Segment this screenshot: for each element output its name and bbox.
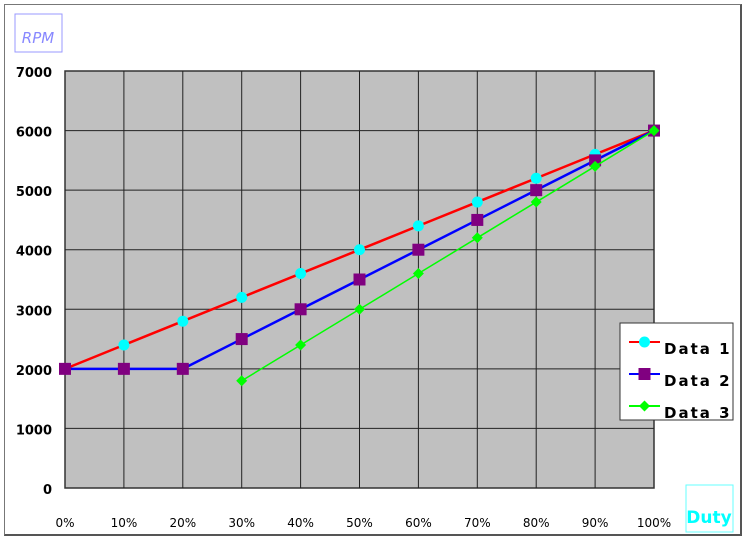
data-point-diamond [412, 268, 424, 280]
data-point-square [294, 303, 307, 316]
data-point-square [412, 243, 425, 256]
data-point-diamond [354, 303, 365, 315]
legend-item: Data 3 [629, 400, 732, 422]
data-point-square [471, 213, 484, 226]
data-point-circle [236, 291, 248, 303]
data-point-circle [530, 172, 542, 184]
data-point-circle [177, 315, 189, 327]
series-3 [236, 125, 660, 387]
data-point-diamond [589, 160, 601, 172]
data-point-square [589, 154, 602, 167]
x-tick-label: 80% [523, 516, 550, 530]
legend-label: Data 3 [664, 404, 732, 422]
series-line [241, 129, 655, 382]
data-point-diamond [471, 232, 483, 244]
x-axis-title-box [685, 484, 734, 533]
y-tick-label: 7000 [16, 66, 52, 81]
series-2 [59, 124, 660, 375]
data-point-diamond [236, 375, 248, 387]
legend-item: Data 1 [629, 336, 732, 358]
data-point-diamond [295, 339, 307, 351]
x-tick-label: 20% [169, 516, 196, 530]
data-point-diamond [639, 400, 650, 412]
data-point-square [117, 362, 130, 375]
y-axis-title-box [14, 13, 63, 53]
data-point-circle [354, 244, 365, 256]
x-tick-label: 100% [637, 516, 671, 530]
data-point-diamond [648, 125, 660, 137]
data-point-diamond [530, 196, 542, 208]
data-point-square [176, 362, 189, 375]
legend-label: Data 2 [664, 372, 732, 390]
chart-frame [4, 4, 742, 536]
y-tick-label: 4000 [16, 245, 52, 260]
data-point-circle [639, 336, 650, 348]
y-tick-label: 1000 [16, 423, 52, 438]
data-point-circle [118, 339, 130, 351]
data-point-circle [471, 196, 483, 208]
data-point-square [59, 362, 71, 375]
x-tick-label: 90% [582, 516, 609, 530]
data-point-square [530, 184, 543, 197]
legend-label: Data 1 [664, 340, 732, 358]
y-tick-label: 5000 [16, 185, 52, 200]
x-axis-title: Duty [686, 508, 731, 528]
legend: Data 1 Data 2 Data 3 [619, 322, 734, 422]
legend-item: Data 2 [629, 368, 732, 390]
y-tick-label: 6000 [16, 126, 52, 141]
data-point-square [353, 273, 366, 286]
y-tick-label: 0 [43, 483, 52, 498]
x-tick-label: 60% [405, 516, 432, 530]
x-tick-label: 50% [346, 516, 373, 530]
x-tick-label: 10% [111, 516, 138, 530]
x-tick-label: 70% [464, 516, 491, 530]
y-tick-label: 2000 [16, 364, 52, 379]
x-tick-label: 30% [228, 516, 255, 530]
data-point-circle [295, 268, 307, 280]
x-tick-label: 40% [287, 516, 314, 530]
data-point-circle [412, 220, 424, 232]
x-tick-label: 0% [55, 516, 74, 530]
data-point-square [235, 333, 248, 346]
data-point-square [638, 368, 651, 380]
y-tick-label: 3000 [16, 304, 52, 319]
y-axis-title: RPM [22, 29, 54, 47]
